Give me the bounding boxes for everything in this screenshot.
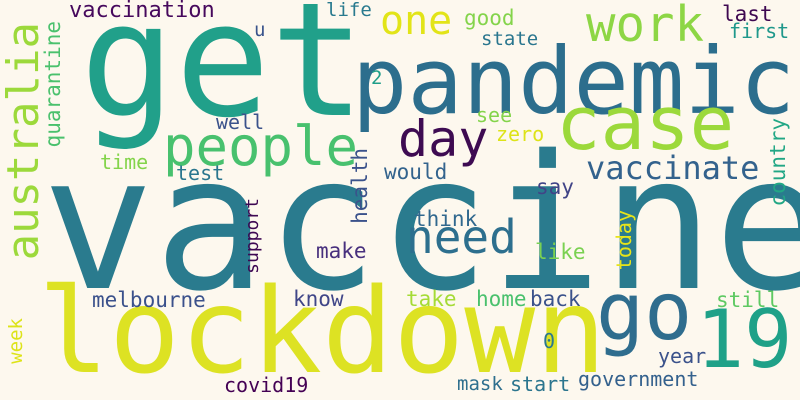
word-pandemic: pandemic <box>352 28 796 135</box>
word-covid19: covid19 <box>224 373 309 397</box>
word-need: need <box>406 210 517 264</box>
word-test: test <box>176 161 225 185</box>
word-quarantine: quarantine <box>41 21 65 148</box>
word-case: case <box>556 81 735 167</box>
word-well: well <box>216 110 265 134</box>
word-work: work <box>586 0 705 53</box>
word-year: year <box>658 344 707 368</box>
word-vaccine: vaccine <box>42 115 800 332</box>
word-still: still <box>716 288 780 312</box>
word-lockdown: lockdown <box>38 262 607 400</box>
word-people: people <box>163 115 359 178</box>
word-day: day <box>398 110 489 168</box>
word-week: week <box>5 318 27 364</box>
word-today: today <box>612 210 636 271</box>
word-make: make <box>316 239 367 263</box>
word-good: good <box>464 6 515 30</box>
word-government: government <box>578 367 699 391</box>
word-first: first <box>729 19 790 43</box>
word-like: like <box>535 240 586 264</box>
word-back: back <box>530 287 581 311</box>
word-zero: zero <box>496 122 545 146</box>
word-support: support <box>242 198 263 274</box>
word-u: u <box>254 19 266 41</box>
word-get: get <box>80 0 366 153</box>
word-home: home <box>476 287 527 311</box>
word-time: time <box>100 150 149 174</box>
word-think: think <box>414 207 478 231</box>
word-would: would <box>384 160 448 184</box>
word-life: life <box>326 0 372 21</box>
word-vaccination: vaccination <box>69 0 215 23</box>
word-know: know <box>293 287 344 311</box>
word-say: say <box>536 175 574 199</box>
word-australia: australia <box>0 22 49 261</box>
word-mask: mask <box>457 373 503 395</box>
word-19: 19 <box>696 293 793 386</box>
word-take: take <box>406 287 457 311</box>
word-one: one <box>380 0 453 44</box>
word-country: country <box>766 118 790 207</box>
word-2: 2 <box>371 67 383 89</box>
word-state: state <box>481 28 539 50</box>
word-0: 0 <box>543 329 556 353</box>
word-start: start <box>510 372 571 396</box>
word-see: see <box>476 103 513 127</box>
word-last: last <box>722 2 773 26</box>
word-melbourne: melbourne <box>92 288 206 312</box>
word-vaccinate: vaccinate <box>586 149 760 187</box>
word-health: health <box>348 148 372 224</box>
word-go: go <box>596 265 693 358</box>
